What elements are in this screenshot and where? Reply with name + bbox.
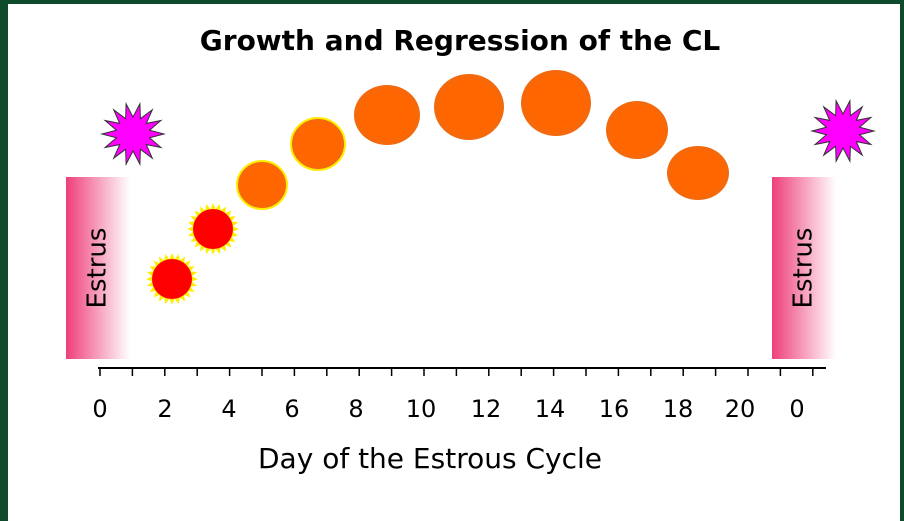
- tick-label: 8: [348, 395, 363, 423]
- tick-label: 4: [221, 395, 236, 423]
- tick-label: 0: [789, 395, 804, 423]
- cl-stages: [100, 70, 876, 305]
- axis-label: Day of the Estrous Cycle: [258, 442, 602, 475]
- estrus-label: Estrus: [789, 228, 819, 309]
- ovulation-star: [810, 98, 876, 164]
- tick-label: 12: [471, 395, 502, 423]
- corpus-luteum: [236, 160, 288, 210]
- estrus-band: [66, 177, 130, 359]
- tick-label: 16: [599, 395, 630, 423]
- corpus-luteum: [606, 101, 668, 159]
- tick-label: 2: [157, 395, 172, 423]
- cl-core: [193, 209, 233, 249]
- tick-label: 10: [406, 395, 437, 423]
- estrus-band: [772, 177, 836, 359]
- corpus-luteum: [354, 85, 420, 145]
- tick-label: 0: [92, 395, 107, 423]
- axis-ticks: [99, 368, 814, 376]
- corpus-luteum: [290, 117, 346, 171]
- corpus-luteum: [667, 146, 729, 200]
- ovulation-star: [100, 101, 166, 167]
- tick-label: 20: [725, 395, 756, 423]
- corpus-luteum: [434, 74, 504, 140]
- title: Growth and Regression of the CL: [200, 24, 721, 57]
- tick-label: 18: [663, 395, 694, 423]
- corpus-luteum: [521, 70, 591, 136]
- cl-core: [152, 259, 192, 299]
- tick-label: 14: [535, 395, 566, 423]
- estrus-label: Estrus: [83, 228, 113, 309]
- tick-label: 6: [284, 395, 299, 423]
